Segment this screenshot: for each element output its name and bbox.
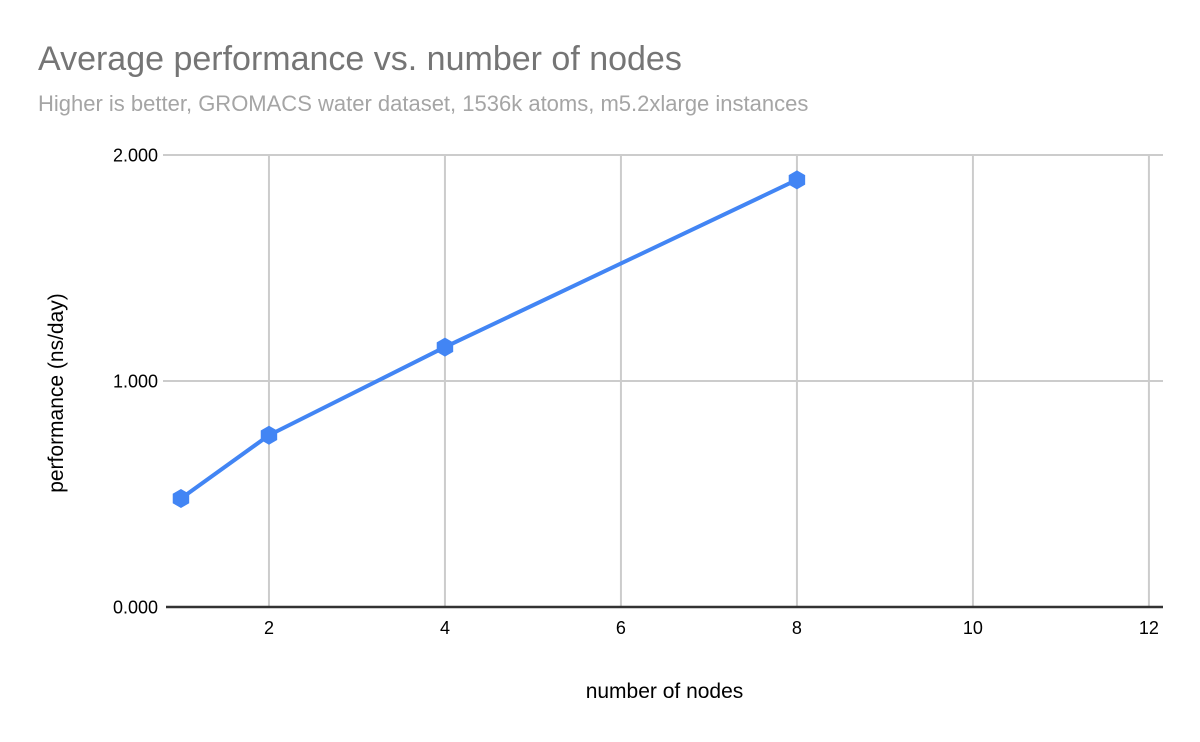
data-point-marker bbox=[436, 337, 454, 357]
chart-subtitle: Higher is better, GROMACS water dataset,… bbox=[38, 91, 809, 116]
data-point-marker bbox=[172, 489, 190, 509]
x-tick-label: 2 bbox=[264, 618, 274, 638]
x-tick-label: 6 bbox=[616, 618, 626, 638]
data-point-marker bbox=[788, 170, 806, 190]
x-tick-label: 8 bbox=[792, 618, 802, 638]
y-axis-title: performance (ns/day) bbox=[45, 293, 68, 493]
x-tick-label: 10 bbox=[963, 618, 983, 638]
series-line bbox=[178, 177, 799, 501]
y-tick-label: 0.000 bbox=[113, 598, 158, 618]
x-axis-title: number of nodes bbox=[585, 680, 744, 703]
chart-title: Average performance vs. number of nodes bbox=[38, 40, 682, 78]
data-point-marker bbox=[260, 425, 278, 445]
x-tick-label: 12 bbox=[1139, 618, 1159, 638]
x-tick-label: 4 bbox=[440, 618, 450, 638]
y-tick-label: 2.000 bbox=[113, 146, 158, 166]
y-tick-label: 1.000 bbox=[113, 372, 158, 392]
